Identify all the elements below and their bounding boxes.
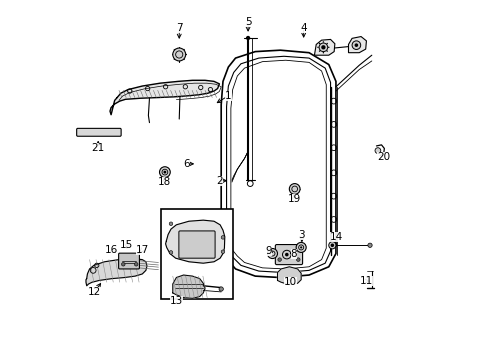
Text: 10: 10 (283, 277, 296, 287)
Circle shape (289, 184, 300, 194)
Circle shape (163, 171, 166, 174)
Text: 2: 2 (216, 176, 222, 186)
Circle shape (322, 52, 324, 53)
Circle shape (328, 242, 335, 249)
Text: 13: 13 (169, 296, 183, 306)
Text: 6: 6 (183, 159, 189, 169)
Circle shape (374, 148, 380, 153)
Circle shape (221, 250, 224, 253)
FancyBboxPatch shape (119, 253, 139, 269)
Text: 20: 20 (376, 152, 389, 162)
FancyBboxPatch shape (179, 231, 215, 258)
Text: 7: 7 (176, 23, 182, 33)
Polygon shape (86, 259, 147, 286)
Circle shape (221, 235, 224, 239)
Circle shape (317, 46, 318, 48)
Circle shape (354, 43, 357, 47)
Polygon shape (172, 275, 204, 298)
Polygon shape (277, 267, 301, 285)
Text: 17: 17 (135, 245, 149, 255)
Circle shape (321, 45, 325, 49)
Circle shape (318, 43, 320, 44)
Circle shape (219, 287, 223, 291)
Circle shape (367, 243, 371, 247)
Circle shape (327, 46, 329, 48)
Circle shape (267, 248, 277, 258)
Polygon shape (110, 80, 219, 115)
Circle shape (351, 41, 360, 49)
Text: 16: 16 (105, 245, 118, 255)
FancyBboxPatch shape (275, 244, 302, 265)
Circle shape (322, 41, 324, 42)
Text: 4: 4 (300, 23, 306, 33)
Circle shape (326, 43, 327, 44)
Circle shape (285, 253, 288, 256)
Polygon shape (314, 40, 334, 55)
Text: 12: 12 (88, 287, 101, 297)
Circle shape (134, 262, 138, 266)
Text: 14: 14 (328, 232, 342, 242)
Circle shape (277, 258, 281, 261)
Circle shape (318, 50, 320, 52)
Text: 5: 5 (244, 17, 251, 27)
Text: 1: 1 (224, 91, 231, 101)
Circle shape (296, 242, 305, 252)
Text: 15: 15 (120, 239, 133, 249)
Circle shape (159, 167, 170, 177)
Text: 18: 18 (158, 177, 171, 187)
Circle shape (319, 43, 327, 51)
Text: 19: 19 (287, 194, 300, 204)
Bar (161, 209, 233, 299)
FancyBboxPatch shape (77, 129, 121, 136)
Circle shape (172, 48, 185, 61)
Circle shape (169, 222, 172, 226)
Text: 11: 11 (359, 276, 372, 286)
Text: 3: 3 (298, 230, 305, 239)
Circle shape (326, 50, 327, 52)
Polygon shape (348, 37, 366, 53)
Text: 8: 8 (290, 248, 297, 258)
Circle shape (330, 243, 333, 247)
Polygon shape (165, 220, 224, 263)
Circle shape (121, 262, 125, 266)
Circle shape (169, 251, 172, 254)
Circle shape (245, 36, 250, 40)
Text: 21: 21 (91, 143, 104, 153)
Circle shape (300, 246, 302, 248)
Text: 9: 9 (265, 246, 272, 256)
Circle shape (296, 258, 300, 261)
